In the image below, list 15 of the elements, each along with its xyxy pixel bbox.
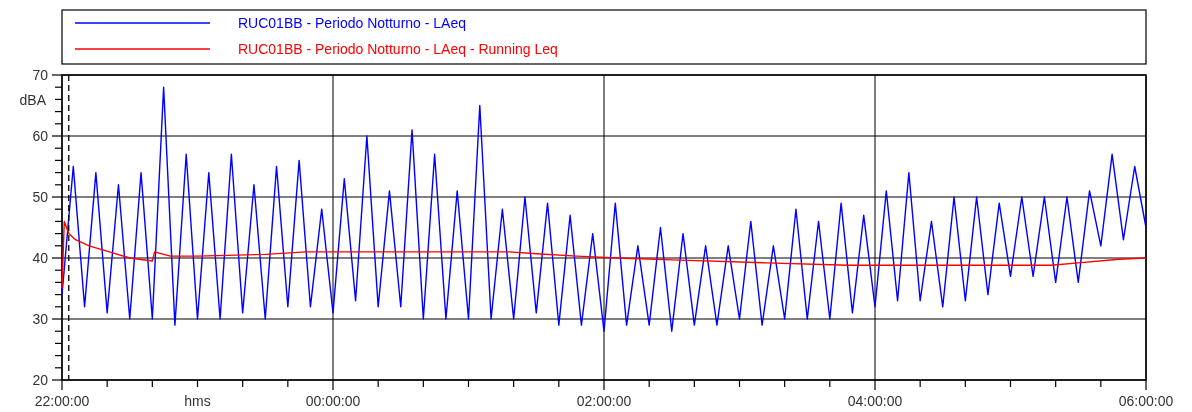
- y-axis-title: dBA: [19, 92, 47, 108]
- text: RUC01BB - Periodo Notturno - LAeq - Running Leq: [238, 41, 558, 57]
- x-tick-label: 22:00:00: [34, 393, 90, 409]
- y-tick-label: 60: [32, 128, 49, 144]
- x-tick-label: 00:00:00: [305, 393, 361, 409]
- x-tick-label: 02:00:00: [576, 393, 632, 409]
- x-axis-title: hms: [184, 393, 211, 409]
- text: RUC01BB - Periodo Notturno - LAeq: [238, 15, 466, 31]
- y-tick-label: 40: [32, 250, 49, 266]
- y-tick-label: 20: [32, 372, 49, 388]
- x-tick-label: 06:00:00: [1118, 393, 1174, 409]
- y-tick-label: 30: [32, 311, 49, 327]
- y-tick-label: 50: [32, 189, 49, 205]
- x-tick-label: 04:00:00: [847, 393, 903, 409]
- y-tick-label: 70: [32, 67, 49, 83]
